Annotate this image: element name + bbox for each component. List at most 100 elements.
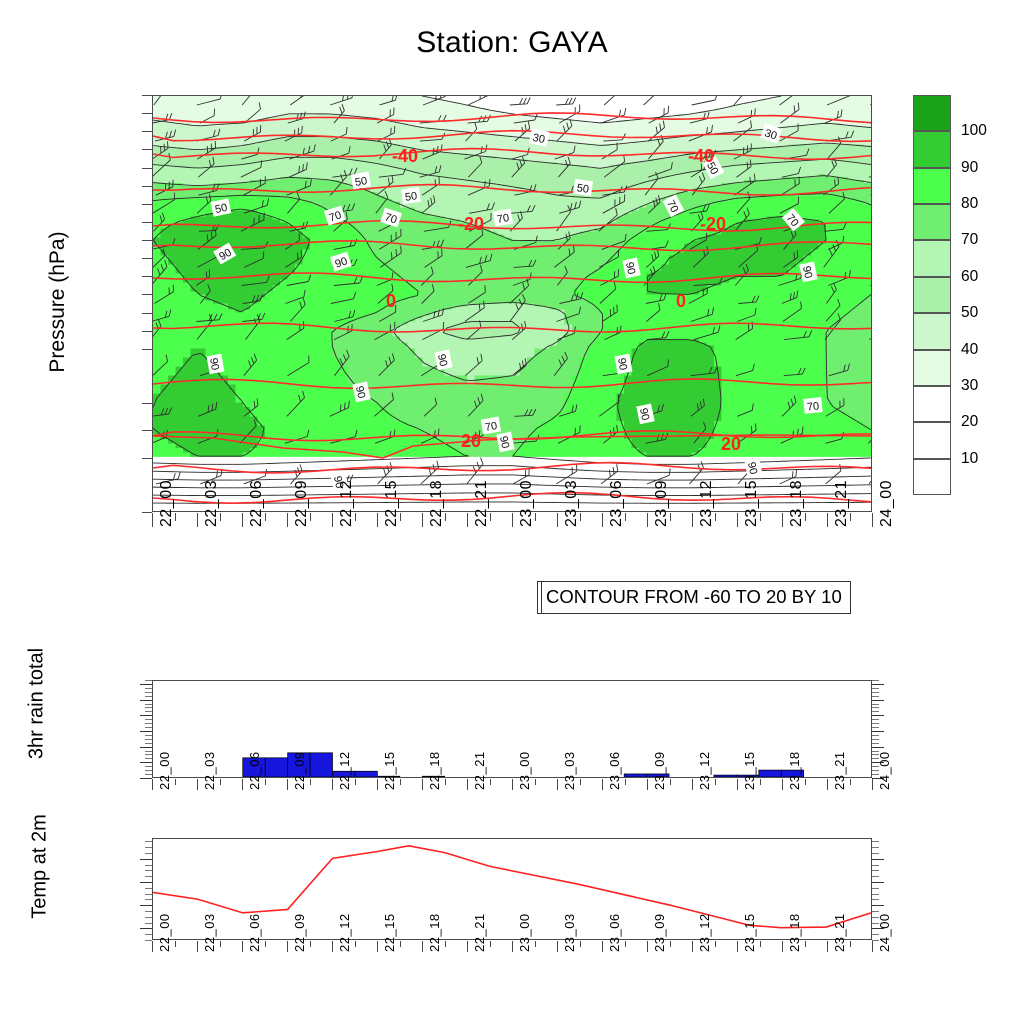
temp-xaxis-label: 22_12 <box>336 913 352 952</box>
rain-xaxis-minor-tick <box>579 779 581 786</box>
temp-right-minor-tick <box>872 847 879 849</box>
colorbar-cell[interactable] <box>913 167 951 205</box>
rain-tick-mark <box>140 762 152 764</box>
rain-xaxis-tick <box>467 779 468 790</box>
main-xaxis-minor-tick <box>489 513 491 521</box>
colorbar-tick-label: 80 <box>961 195 979 213</box>
rain-xaxis-minor-tick <box>219 779 221 786</box>
rain-minor-tick <box>145 738 152 740</box>
rain-right-tick <box>872 770 879 772</box>
pressure-tick-mark <box>142 221 152 223</box>
temp-xaxis-minor-tick <box>309 941 311 948</box>
rain-xaxis-label: 22_12 <box>336 751 352 790</box>
rain-xaxis-label: 22_09 <box>291 751 307 790</box>
temp-minor-tick <box>145 940 152 941</box>
main-xaxis-label: 23_18 <box>788 480 806 527</box>
temp-right-minor-tick <box>872 899 879 901</box>
rain-xaxis-minor-tick <box>669 779 671 786</box>
temp-xaxis-label: 23_21 <box>831 913 847 952</box>
colorbar-cell[interactable] <box>913 458 951 495</box>
colorbar[interactable]: 100 90 80 70 60 50 40 30 20 10 <box>913 95 987 495</box>
rain-xaxis-label: 23_15 <box>741 751 757 790</box>
rain-xaxis-tick <box>647 779 648 790</box>
temp-axis-title: Temp at 2m <box>28 814 51 919</box>
rain-minor-tick <box>145 719 152 721</box>
rain-right-tick <box>872 699 884 701</box>
colorbar-cell[interactable] <box>913 349 951 386</box>
temp-right-minor-tick <box>872 893 879 895</box>
colorbar-cell[interactable] <box>913 276 951 314</box>
rain-xaxis-minor-tick <box>714 779 716 786</box>
temp-xaxis-tick <box>692 941 693 952</box>
colorbar-cell[interactable] <box>913 313 951 350</box>
main-xaxis-minor-tick <box>669 513 671 521</box>
main-xaxis-minor-tick <box>849 513 851 521</box>
temp-xaxis-label: 22_03 <box>201 913 217 952</box>
temp-minor-tick <box>145 922 152 924</box>
temp-xaxis-minor-tick <box>849 941 851 948</box>
temp-right-minor-tick <box>872 940 879 941</box>
pressure-tick-mark <box>142 403 152 405</box>
rain-minor-tick <box>145 770 152 772</box>
rain-xaxis-tick <box>782 779 783 790</box>
rain-plot[interactable] <box>152 680 872 778</box>
rain-xaxis-tick <box>602 779 603 790</box>
pressure-tick-mark <box>142 185 152 187</box>
colorbar-cell[interactable] <box>913 240 951 277</box>
cross-section-plot[interactable]: 50 50 50 50 50 30 30 70 70 70 70 70 90 90 90 90 90 90 90 90… <box>152 95 872 512</box>
rain-right-tick <box>872 778 884 779</box>
main-xaxis-minor-tick <box>804 513 806 521</box>
main-xaxis-minor-tick <box>759 513 761 521</box>
temp-xaxis-minor-tick <box>219 941 221 948</box>
temp-xaxis-tick <box>737 941 738 952</box>
colorbar-cell[interactable] <box>913 422 951 459</box>
rain-xaxis-minor-tick <box>264 779 266 786</box>
contour-caption: CONTOUR FROM -60 TO 20 BY 10 <box>537 581 851 614</box>
main-xaxis-tick <box>332 513 333 527</box>
main-xaxis-tick <box>422 513 423 527</box>
rain-xaxis-minor-tick <box>354 779 356 786</box>
rain-xaxis-minor-tick <box>489 779 491 786</box>
rain-minor-tick <box>145 695 152 697</box>
rain-tick-mark <box>140 715 152 717</box>
colorbar-cell[interactable] <box>913 131 951 168</box>
pressure-tick-mark <box>142 348 152 350</box>
temp-xaxis-label: 22_15 <box>381 913 397 952</box>
temp-minor-tick <box>145 876 152 878</box>
temp-xaxis-tick <box>647 941 648 952</box>
temp-minor-tick <box>145 893 152 895</box>
colorbar-cell[interactable] <box>913 385 951 423</box>
rain-right-tick <box>872 691 879 693</box>
rain-right-tick <box>872 727 879 729</box>
temp-xaxis-label: 23_06 <box>606 913 622 952</box>
temp-xaxis-minor-tick <box>399 941 401 948</box>
main-xaxis-minor-tick <box>219 513 221 521</box>
rain-minor-tick <box>145 703 152 705</box>
temp-tick-mark <box>140 882 152 884</box>
temp-xaxis-minor-tick <box>489 941 491 948</box>
pressure-tick-mark <box>142 203 152 205</box>
pressure-tick-mark <box>142 276 152 278</box>
temp-right-minor-tick <box>872 922 879 924</box>
pressure-axis-title: Pressure (hPa) <box>46 231 69 373</box>
rain-minor-tick <box>145 742 152 744</box>
temp-right-minor-tick <box>872 870 879 872</box>
pressure-tick-mark <box>142 131 152 133</box>
temp-minor-tick <box>145 934 152 936</box>
rain-xaxis-label: 22_15 <box>381 751 397 790</box>
temp-plot[interactable] <box>152 838 872 940</box>
rain-right-tick <box>872 707 879 709</box>
rain-xaxis-label: 23_06 <box>606 751 622 790</box>
main-xaxis-minor-tick <box>714 513 716 521</box>
rain-right-tick <box>872 746 884 748</box>
temp-xaxis-label: 23_18 <box>786 913 802 952</box>
main-xaxis-tick <box>377 513 378 527</box>
colorbar-cell[interactable] <box>913 95 951 132</box>
rain-xaxis-minor-tick <box>804 779 806 786</box>
temp-xaxis-tick <box>467 941 468 952</box>
colorbar-cell[interactable] <box>913 204 951 241</box>
rain-xaxis-label: 22_18 <box>426 751 442 790</box>
rain-right-tick <box>872 750 879 752</box>
temp-right-minor-tick <box>872 916 879 918</box>
rain-right-tick <box>872 687 879 689</box>
